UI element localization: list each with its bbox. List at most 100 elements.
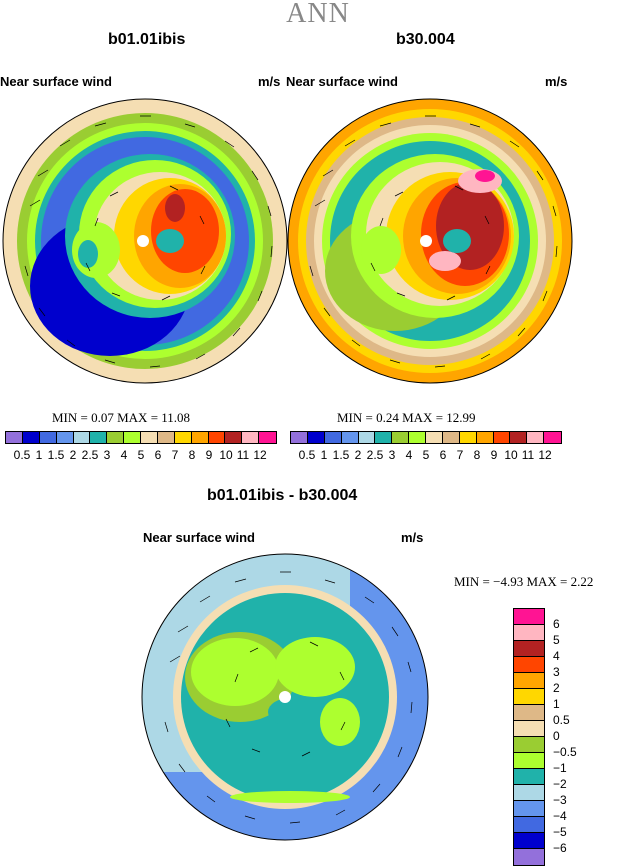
colorbar-swatch (514, 657, 544, 673)
colorbar-swatch (259, 432, 276, 443)
colorbar-swatch (225, 432, 243, 443)
colorbar-swatch (514, 689, 544, 705)
colorbar-swatch (476, 432, 494, 443)
colorbar-swatch (514, 721, 544, 737)
colorbar-swatch (514, 625, 544, 641)
colorbar-swatch (514, 833, 544, 849)
colorbar-tick-label: 8 (188, 448, 196, 462)
colorbar-tick-label: 7 (171, 448, 179, 462)
colorbar-swatch (514, 817, 544, 833)
colorbar-tick-label: −5 (553, 825, 567, 839)
colorbar-swatch (107, 432, 125, 443)
colorbar-swatch (56, 432, 74, 443)
colorbar-swatch (514, 641, 544, 657)
colorbar-tick-label: 0.5 (553, 713, 570, 727)
diff-case-title: b01.01ibis - b30.004 (207, 487, 358, 504)
colorbar-swatch (510, 432, 528, 443)
colorbar-swatch (375, 432, 393, 443)
colorbar-tick-label: 0.5 (13, 448, 31, 462)
colorbar-swatch (544, 432, 561, 443)
colorbar-tick-label: −2 (553, 777, 567, 791)
colorbar-tick-label: 5 (422, 448, 430, 462)
colorbar-tick-label: 8 (473, 448, 481, 462)
colorbar-swatch (514, 785, 544, 801)
colorbar-swatch (324, 432, 342, 443)
colorbar-tick-label: 5 (137, 448, 145, 462)
colorbar-swatch (341, 432, 359, 443)
colorbar-tick-label: −0.5 (553, 745, 577, 759)
colorbar-tick-label: 6 (439, 448, 447, 462)
left-polar-map (2, 98, 288, 384)
right-min-max: MIN = 0.24 MAX = 12.99 (337, 410, 476, 425)
colorbar-swatch (22, 432, 40, 443)
colorbar-swatch (174, 432, 192, 443)
diff-polar-map (141, 553, 429, 841)
colorbar-tick-label: 1.5 (47, 448, 65, 462)
colorbar-swatch (141, 432, 158, 443)
colorbar-swatch (514, 673, 544, 689)
colorbar-swatch (514, 737, 544, 753)
colorbar-swatch (514, 769, 544, 785)
colorbar-tick-label: 1 (35, 448, 43, 462)
colorbar-tick-label: 10 (504, 448, 518, 462)
colorbar-tick-label: 3 (103, 448, 111, 462)
colorbar-tick-label: 9 (490, 448, 498, 462)
colorbar-tick-label: 10 (219, 448, 233, 462)
colorbar-tick-label: 4 (553, 649, 560, 663)
right-field-label: Near surface wind (286, 74, 398, 89)
colorbar-tick-label: 12 (538, 448, 552, 462)
colorbar-swatch (493, 432, 511, 443)
colorbar-swatch (514, 753, 544, 769)
colorbar-swatch (358, 432, 376, 443)
colorbar-swatch (514, 609, 544, 625)
colorbar-swatch (39, 432, 57, 443)
colorbar-tick-label: 3 (388, 448, 396, 462)
colorbar-swatch (409, 432, 426, 443)
colorbar-swatch (459, 432, 477, 443)
diff-units-label: m/s (401, 530, 424, 545)
colorbar-tick-label: 2 (69, 448, 77, 462)
colorbar-tick-label: 2 (553, 681, 560, 695)
diff-min-max: MIN = −4.93 MAX = 2.22 (454, 574, 594, 589)
colorbar-swatch (291, 432, 308, 443)
colorbar-tick-label: 7 (456, 448, 464, 462)
right-polar-map (287, 98, 573, 384)
colorbar-swatch (442, 432, 460, 443)
colorbar-tick-label: −6 (553, 841, 567, 855)
colorbar-swatch (307, 432, 325, 443)
left-field-label: Near surface wind (0, 74, 112, 89)
colorbar-swatch (208, 432, 226, 443)
colorbar-tick-label: 1.5 (332, 448, 350, 462)
colorbar-swatch (242, 432, 260, 443)
colorbar-tick-label: 11 (236, 448, 250, 462)
colorbar-swatch (514, 705, 544, 721)
right-case-title: b30.004 (396, 31, 455, 48)
colorbar-swatch (426, 432, 443, 443)
colorbar-swatch (527, 432, 545, 443)
colorbar-tick-label: −3 (553, 793, 567, 807)
right-units-label: m/s (545, 74, 568, 89)
colorbar-tick-label: 12 (253, 448, 267, 462)
left-min-max: MIN = 0.07 MAX = 11.08 (52, 410, 191, 425)
left-units-label: m/s (258, 74, 281, 89)
colorbar-tick-label: 6 (553, 617, 560, 631)
colorbar-swatch (191, 432, 209, 443)
right-colorbar (290, 431, 562, 444)
colorbar-tick-label: 4 (120, 448, 128, 462)
colorbar-swatch (392, 432, 410, 443)
colorbar-swatch (6, 432, 23, 443)
colorbar-tick-label: 1 (553, 697, 560, 711)
left-colorbar (5, 431, 277, 444)
diff-colorbar (513, 608, 545, 866)
colorbar-swatch (124, 432, 141, 443)
colorbar-swatch (90, 432, 108, 443)
colorbar-tick-label: 6 (154, 448, 162, 462)
colorbar-swatch (73, 432, 91, 443)
colorbar-swatch (514, 801, 544, 817)
colorbar-tick-label: −4 (553, 809, 567, 823)
colorbar-tick-label: 4 (405, 448, 413, 462)
colorbar-tick-label: 11 (521, 448, 535, 462)
season-title: ANN (286, 0, 350, 29)
colorbar-swatch (514, 849, 544, 865)
colorbar-tick-label: 0 (553, 729, 560, 743)
